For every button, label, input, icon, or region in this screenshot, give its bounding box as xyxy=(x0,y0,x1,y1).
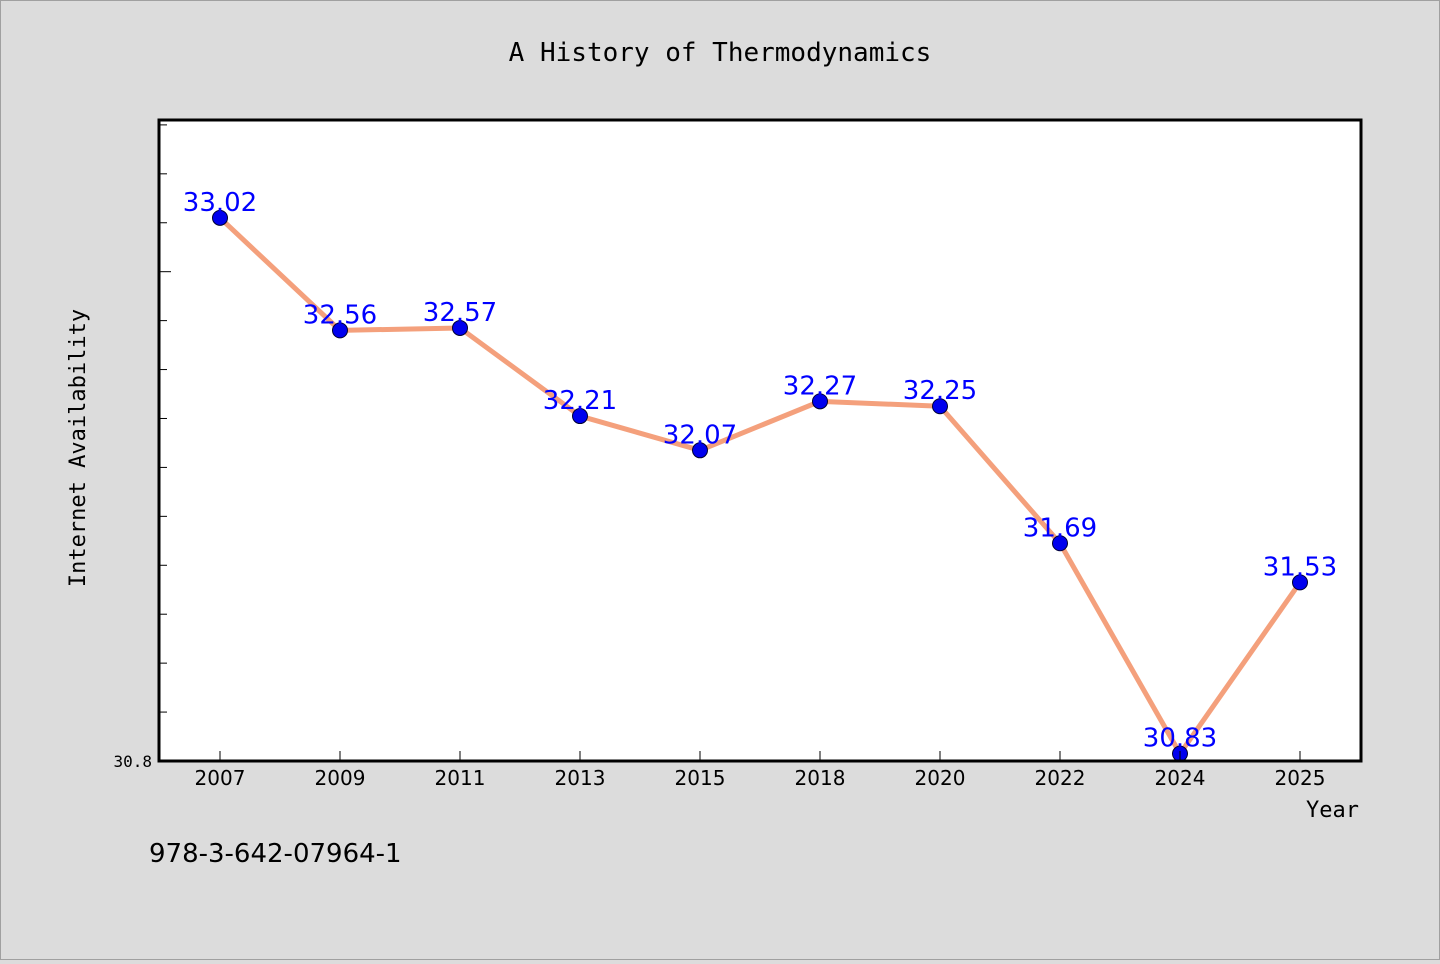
data-point xyxy=(1292,574,1308,591)
y-tick-label: 30.8 xyxy=(113,752,152,771)
x-tick-label: 2020 xyxy=(915,766,966,790)
data-label: 32.25 xyxy=(903,376,977,406)
data-label: 31.53 xyxy=(1263,552,1337,582)
data-label: 30.83 xyxy=(1143,724,1217,754)
data-point xyxy=(932,398,948,415)
plot-border xyxy=(157,118,1363,763)
x-axis-label: Year xyxy=(1306,798,1359,823)
x-tick-label: 2007 xyxy=(195,766,246,790)
data-point xyxy=(1052,535,1068,552)
data-label: 33.02 xyxy=(183,188,257,218)
data-point xyxy=(812,393,828,410)
plot-area xyxy=(159,120,1361,761)
data-point xyxy=(332,322,348,339)
x-tick-label: 2013 xyxy=(555,766,606,790)
x-axis-tick-labels: 2007 2009 2011 2013 2015 2018 2020 2022 2024 2025 xyxy=(195,751,1326,790)
chart-title: A History of Thermodynamics xyxy=(509,38,932,68)
plot-layer: 33.02 32.56 32.57 32.21 32.07 32.27 32.25 31.69… xyxy=(183,188,1337,762)
data-label: 32.21 xyxy=(543,386,617,416)
data-label: 32.27 xyxy=(783,371,857,401)
x-tick-label: 2022 xyxy=(1035,766,1086,790)
x-tick-label: 2011 xyxy=(435,766,486,790)
data-point xyxy=(212,209,228,226)
data-label: 32.57 xyxy=(423,298,497,328)
x-tick-label: 2024 xyxy=(1155,766,1206,790)
data-point xyxy=(572,408,588,425)
data-label: 31.69 xyxy=(1023,513,1097,543)
series-line xyxy=(217,215,1303,757)
data-point xyxy=(692,442,708,459)
data-label: 32.56 xyxy=(303,300,377,330)
data-point xyxy=(452,319,468,336)
x-tick-label: 2025 xyxy=(1275,766,1326,790)
x-tick-label: 2009 xyxy=(315,766,366,790)
isbn-text: 978-3-642-07964-1 xyxy=(149,839,402,869)
x-tick-label: 2015 xyxy=(675,766,726,790)
x-tick-label: 2018 xyxy=(795,766,846,790)
y-axis-label: Internet Availability xyxy=(66,309,91,587)
data-label: 32.07 xyxy=(663,420,737,450)
